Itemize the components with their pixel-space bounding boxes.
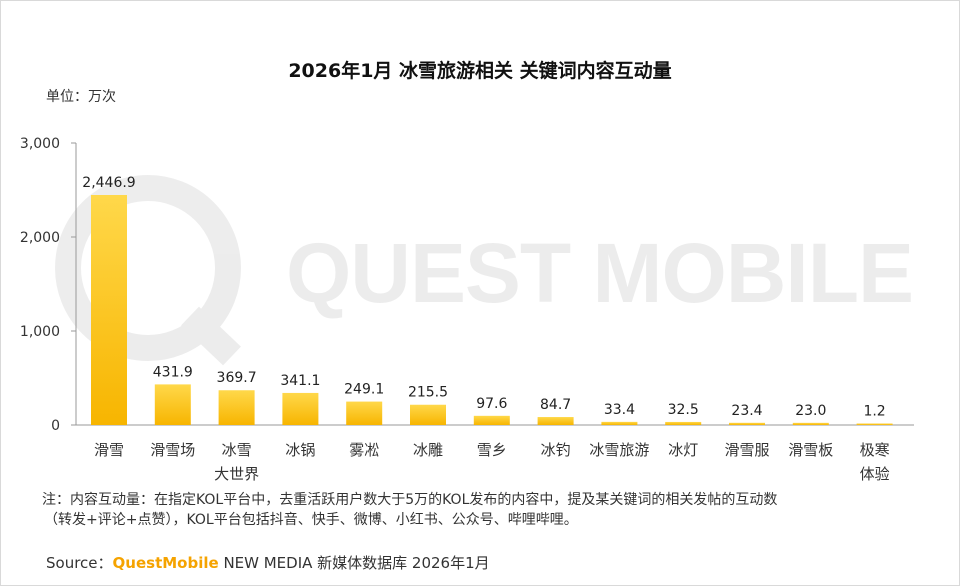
x-tick-label: 滑雪板	[788, 441, 833, 459]
bar	[856, 423, 893, 425]
x-tick-label: 冰灯	[668, 441, 698, 459]
x-tick-label: 滑雪服	[724, 441, 769, 459]
bar	[346, 401, 383, 425]
source-brand: QuestMobile	[112, 554, 219, 572]
bar-value-label: 23.0	[795, 403, 826, 419]
x-tick-label: 冰雪	[222, 441, 252, 459]
x-tick-label: 大世界	[214, 465, 259, 483]
bar-value-label: 23.4	[731, 403, 762, 419]
bar	[218, 390, 255, 425]
unit-label: 单位：万次	[46, 89, 116, 105]
footnote: 注：内容互动量：在指定KOL平台中，去重活跃用户数大于5万的KOL发布的内容中，…	[42, 490, 922, 530]
bar-value-label: 1.2	[863, 404, 885, 420]
bar	[473, 415, 510, 425]
x-tick-label: 极寒	[860, 441, 890, 459]
x-tick-label: 冰钓	[541, 441, 571, 459]
bar	[601, 421, 638, 425]
x-tick-label: 体验	[860, 465, 890, 483]
bar	[91, 194, 127, 425]
bar	[410, 404, 446, 425]
bar-value-label: 341.1	[280, 373, 320, 389]
x-tick-label: 冰锅	[285, 441, 315, 459]
x-tick-label: 冰雪旅游	[589, 441, 649, 459]
source-prefix: Source：	[46, 554, 113, 572]
x-tick-label: 雾凇	[349, 441, 379, 459]
bar-value-label: 84.7	[540, 397, 571, 413]
chart-title: 2026年1月 冰雪旅游相关 关键词内容互动量	[288, 60, 672, 82]
x-tick-label: 冰雕	[413, 441, 443, 459]
y-tick-label: 1,000	[20, 324, 60, 340]
bar-value-label: 32.5	[668, 402, 699, 418]
source-suffix: NEW MEDIA 新媒体数据库 2026年1月	[218, 554, 490, 572]
watermark-text: QUEST MOBILE	[286, 226, 914, 320]
bar-value-label: 33.4	[604, 402, 635, 418]
bar	[282, 392, 319, 425]
bar-value-label: 97.6	[476, 396, 507, 412]
bar	[537, 417, 574, 425]
x-tick-label: 滑雪场	[150, 441, 195, 459]
watermark-logo-ring	[55, 175, 241, 361]
bar	[154, 384, 191, 425]
bar-value-label: 431.9	[153, 364, 193, 380]
x-tick-label: 滑雪	[94, 441, 124, 459]
y-tick-label: 3,000	[20, 136, 60, 152]
y-tick-label: 2,000	[20, 230, 60, 246]
bar-value-label: 249.1	[344, 382, 384, 398]
y-tick-label: 0	[51, 418, 60, 434]
footnote-line2: （转发+评论+点赞），KOL平台包括抖音、快手、微博、小红书、公众号、哔哩哔哩。	[44, 512, 578, 528]
watermark: QUEST MOBILE	[55, 175, 914, 366]
bar-value-label: 215.5	[408, 385, 448, 401]
bar	[729, 422, 765, 425]
bar-value-label: 369.7	[217, 370, 257, 386]
footnote-line1: 注：内容互动量：在指定KOL平台中，去重活跃用户数大于5万的KOL发布的内容中，…	[42, 492, 778, 508]
bar	[665, 421, 702, 425]
bar-value-label: 2,446.9	[82, 175, 135, 191]
watermark-logo-tail	[181, 306, 241, 366]
x-tick-label: 雪乡	[477, 441, 507, 459]
source-line: Source：QuestMobile NEW MEDIA 新媒体数据库 2026…	[46, 552, 490, 573]
bar	[792, 422, 829, 425]
